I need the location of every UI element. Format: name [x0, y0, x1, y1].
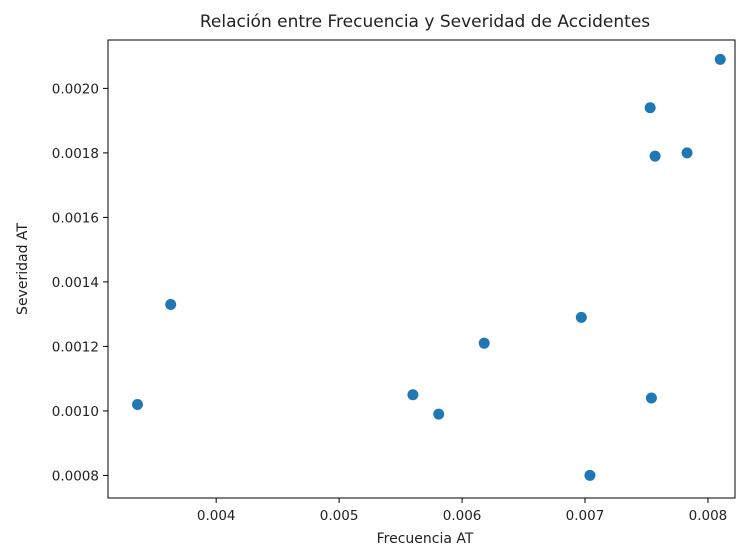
x-axis-label: Frecuencia AT: [377, 531, 474, 547]
y-axis-label: Severidad AT: [15, 223, 31, 315]
data-point: [649, 150, 661, 162]
x-tick-label: 0.008: [689, 508, 728, 524]
y-tick-label: 0.0014: [52, 275, 99, 291]
y-tick-label: 0.0008: [52, 468, 99, 484]
data-point: [681, 147, 693, 159]
x-tick-label: 0.007: [566, 508, 605, 524]
plot-frame: [107, 39, 736, 499]
chart-title: Relación entre Frecuencia y Severidad de…: [200, 12, 650, 32]
data-point: [433, 408, 445, 420]
data-point: [644, 102, 656, 114]
x-tick-label: 0.006: [443, 508, 482, 524]
x-axis-ticks: 0.004 0.005 0.006 0.007 0.008: [197, 498, 727, 524]
y-tick-label: 0.0012: [52, 339, 99, 355]
data-point: [645, 392, 657, 404]
x-tick-label: 0.005: [320, 508, 359, 524]
data-point: [714, 53, 726, 65]
y-tick-label: 0.0016: [52, 210, 99, 226]
data-point: [575, 311, 587, 323]
y-tick-label: 0.0018: [52, 146, 99, 162]
data-point: [478, 337, 490, 349]
x-tick-label: 0.004: [197, 508, 236, 524]
data-point: [165, 298, 177, 310]
data-point: [407, 389, 419, 401]
data-points: [132, 53, 726, 481]
data-point: [584, 469, 596, 481]
data-point: [132, 398, 144, 410]
y-tick-label: 0.0010: [52, 404, 99, 420]
y-tick-label: 0.0020: [52, 81, 99, 97]
y-axis-ticks: 0.0008 0.0010 0.0012 0.0014 0.0016 0.0018 0.00…: [52, 81, 108, 484]
